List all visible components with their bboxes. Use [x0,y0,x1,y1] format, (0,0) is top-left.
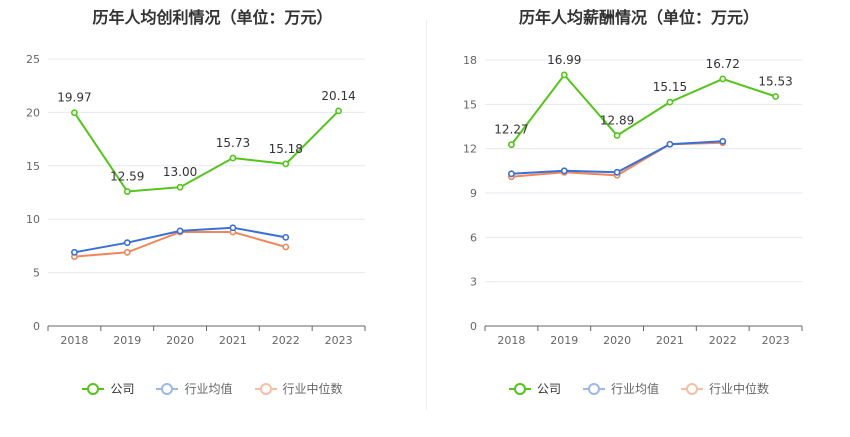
legend-mean-marker-icon [156,382,179,395]
x-tick-label: 2023 [762,334,790,347]
legend-mean-marker-icon [582,382,605,395]
data-label: 20.14 [321,89,355,103]
data-point [719,137,727,145]
legend-median-marker-icon [254,382,277,395]
salary-chart-svg: 0 3 6 9 12 15 18 2018 2019 2020 2021 2022 2023 12.27 1… [463,53,803,347]
legend-median-marker-icon [681,382,703,395]
series-line-0 [73,110,340,193]
legend-label: 行业中位数 [709,382,770,396]
y-tick-label: 3 [470,276,477,289]
data-point [719,75,727,83]
x-tick-label: 2021 [219,334,247,347]
y-tick-label: 5 [33,267,40,280]
series-line-0 [510,73,776,146]
y-tick-label: 0 [33,320,40,333]
data-label: 15.53 [758,75,792,89]
data-point [123,239,131,247]
series-line-2 [74,231,287,258]
data-point [560,71,568,79]
legend-label: 行业均值 [610,382,659,396]
data-label: 15.18 [269,142,303,156]
data-point [123,248,131,256]
chart-legend: 公司 行业均值 行业中位数 [0,380,425,397]
data-point [282,160,290,168]
data-point [229,154,237,162]
x-tick-label: 2018 [497,334,525,347]
chart-title: 历年人均薪酬情况（单位：万元） [518,8,759,27]
y-tick-label: 15 [463,98,477,111]
y-tick-label: 20 [26,106,40,119]
legend-item-industry-median[interactable]: 行业中位数 [254,380,343,397]
data-label: 13.00 [163,165,197,179]
legend-company-marker-icon [82,382,105,395]
data-point [71,109,78,117]
x-tick-label: 2018 [60,334,88,347]
profit-chart-panel: 历年人均创利情况（单位：万元） 0 5 10 15 20 25 2018 2019 2020 20… [0,8,425,397]
data-label: 12.89 [600,114,634,128]
y-tick-label: 6 [470,231,477,244]
legend-company-marker-icon [508,382,531,395]
data-label: 16.72 [706,57,740,71]
legend-label: 行业中位数 [282,382,343,396]
chart-legend: 公司 行业均值 行业中位数 [428,380,850,397]
data-point [176,227,184,235]
data-point [176,183,184,191]
y-tick-label: 9 [470,187,477,200]
data-label: 15.73 [216,136,250,150]
panel-divider [426,20,427,410]
data-point [282,233,290,241]
legend-label: 公司 [110,382,135,396]
legend-item-industry-median[interactable]: 行业中位数 [681,380,769,397]
y-tick-label: 0 [470,320,477,333]
x-tick-label: 2022 [272,334,300,347]
x-tick-label: 2020 [166,334,194,347]
legend-item-industry-mean[interactable]: 行业均值 [156,380,233,397]
data-point [666,140,674,148]
x-tick-label: 2019 [550,334,578,347]
x-tick-label: 2022 [709,334,737,347]
legend-label: 行业均值 [184,382,233,396]
x-tick-label: 2020 [603,334,631,347]
data-point [71,248,78,256]
data-label: 12.27 [494,123,528,137]
profit-chart-svg: 0 5 10 15 20 25 2018 2019 2020 2021 2022 2023 19.97 1… [26,53,366,347]
x-tick-label: 2021 [656,334,684,347]
data-point [508,170,515,178]
data-point [613,132,621,139]
data-point [560,167,568,175]
x-tick-label: 2023 [325,334,353,347]
data-label: 19.97 [57,91,91,105]
data-point [229,224,237,232]
x-tick-label: 2019 [113,334,141,347]
data-point [123,188,131,195]
salary-chart-panel: 历年人均薪酬情况（单位：万元） 0 3 6 9 12 15 18 2018 2019 2020 20… [428,0,850,437]
data-label: 15.15 [653,80,687,94]
legend-item-industry-mean[interactable]: 行业均值 [582,380,659,397]
y-tick-label: 18 [463,54,477,67]
legend-label: 公司 [536,382,561,396]
y-tick-label: 15 [26,160,40,173]
data-label: 16.99 [547,53,581,67]
data-point [772,93,779,100]
y-tick-label: 25 [26,53,40,66]
y-tick-label: 10 [26,213,40,226]
data-point [335,107,342,115]
data-point [666,98,674,106]
chart-title: 历年人均创利情况（单位：万元） [92,8,333,27]
data-point [613,168,621,176]
data-point [508,141,515,149]
y-tick-label: 12 [463,143,477,156]
legend-item-company[interactable]: 公司 [82,380,134,397]
data-label: 12.59 [110,170,144,184]
data-point [282,243,290,251]
legend-item-company[interactable]: 公司 [508,380,561,397]
